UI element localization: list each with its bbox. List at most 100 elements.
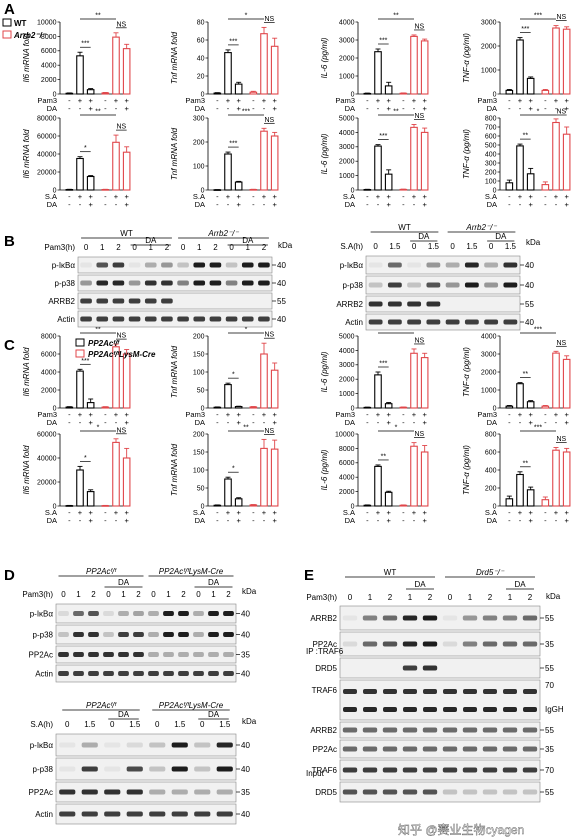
time-value: 0 — [412, 242, 417, 251]
sig-label: * — [232, 372, 235, 379]
y-tick-label: 4000 — [481, 333, 497, 340]
stim-row-label: Pam3 — [477, 410, 497, 419]
band — [382, 641, 398, 647]
y-tick-label: 4000 — [41, 63, 57, 70]
time-value: 0 — [106, 590, 111, 599]
bar — [65, 406, 74, 409]
y-tick-label: 3000 — [481, 19, 497, 26]
band — [216, 789, 233, 795]
da-label: DA — [145, 236, 157, 245]
da-row-label: DA — [487, 200, 497, 209]
band — [422, 789, 438, 795]
band — [149, 766, 166, 772]
stim-sign: + — [554, 192, 559, 201]
bar — [526, 173, 535, 191]
y-axis-label: Tnf mRNA fold — [170, 345, 179, 398]
stim-row-label: Pam3 — [37, 96, 57, 105]
stim-sign: + — [124, 410, 129, 419]
band — [133, 611, 144, 616]
da-sign: + — [272, 104, 277, 113]
band — [194, 789, 211, 795]
bar — [505, 182, 514, 191]
time-value: 1.5 — [174, 720, 186, 729]
time-value: 0 — [348, 593, 353, 602]
y-tick-label: 0 — [351, 91, 355, 98]
da-sign: - — [216, 418, 219, 427]
input-label: Input — [306, 769, 325, 778]
band — [161, 262, 173, 268]
band — [402, 767, 418, 773]
y-tick-label: 1000 — [481, 67, 497, 74]
bar — [552, 27, 560, 95]
y-tick-label: 2000 — [339, 489, 355, 496]
blot-protein-label: p-p38 — [33, 631, 54, 640]
band — [407, 262, 422, 268]
band — [104, 742, 121, 748]
stim-sign: + — [528, 410, 533, 419]
band — [258, 262, 270, 268]
bar — [516, 145, 524, 191]
band — [422, 615, 438, 621]
bar — [374, 51, 382, 95]
da-sign: + — [236, 418, 241, 427]
da-sign: + — [88, 418, 93, 427]
band — [482, 615, 498, 621]
y-tick-label: 40000 — [37, 151, 57, 158]
band — [342, 789, 358, 795]
blot-protein-label: TRAF6 — [312, 686, 338, 695]
band — [58, 671, 69, 676]
blot-protein-label: Actin — [57, 315, 75, 324]
stim-sign: + — [518, 96, 523, 105]
band — [216, 811, 233, 817]
stim-sign: - — [508, 508, 511, 517]
sig-label: * — [245, 13, 248, 20]
da-row-label: DA — [47, 104, 57, 113]
da-row-label: DA — [345, 418, 355, 427]
blot-protein-label: Actin — [35, 810, 53, 819]
bar — [541, 89, 550, 95]
band — [126, 742, 143, 748]
time-value: 0 — [155, 720, 160, 729]
y-tick-label: 600 — [485, 449, 497, 456]
bar — [86, 491, 95, 507]
band — [522, 789, 538, 795]
sig-label: NS — [116, 21, 126, 28]
time-value: 0 — [196, 590, 201, 599]
band — [80, 262, 92, 268]
band — [382, 727, 398, 733]
mw-label: 55 — [525, 300, 534, 309]
y-tick-label: 0 — [53, 503, 57, 510]
stim-sign: - — [252, 96, 255, 105]
stim-row-label: S.A — [45, 508, 57, 517]
y-tick-label: 40000 — [37, 455, 57, 462]
y-tick-label: 0 — [201, 405, 205, 412]
sig-label: ** — [393, 109, 399, 116]
sig-label: *** — [379, 361, 387, 368]
time-value: 1 — [166, 590, 171, 599]
stim-sign: - — [104, 192, 107, 201]
y-tick-label: 0 — [351, 405, 355, 412]
time-value: 0 — [132, 243, 137, 252]
band — [462, 615, 478, 621]
bar — [420, 357, 429, 409]
band — [502, 746, 518, 752]
stim-sign: - — [544, 410, 547, 419]
time-value: 1 — [211, 590, 216, 599]
bar — [541, 499, 550, 507]
watermark: 知乎 @赛业生物cyagen — [398, 822, 524, 837]
time-value: 2 — [165, 243, 170, 252]
y-tick-label: 2000 — [339, 159, 355, 166]
band — [523, 689, 537, 694]
band — [128, 262, 141, 268]
sig-label: ** — [381, 453, 387, 460]
y-tick-label: 300 — [193, 115, 205, 122]
band — [163, 632, 174, 637]
time-value: 1 — [149, 243, 154, 252]
stim-sign: + — [88, 410, 93, 419]
band — [362, 641, 378, 647]
bar — [384, 173, 393, 191]
y-tick-label: 200 — [193, 139, 205, 146]
sig-label: *** — [379, 38, 387, 45]
bar — [224, 52, 232, 95]
